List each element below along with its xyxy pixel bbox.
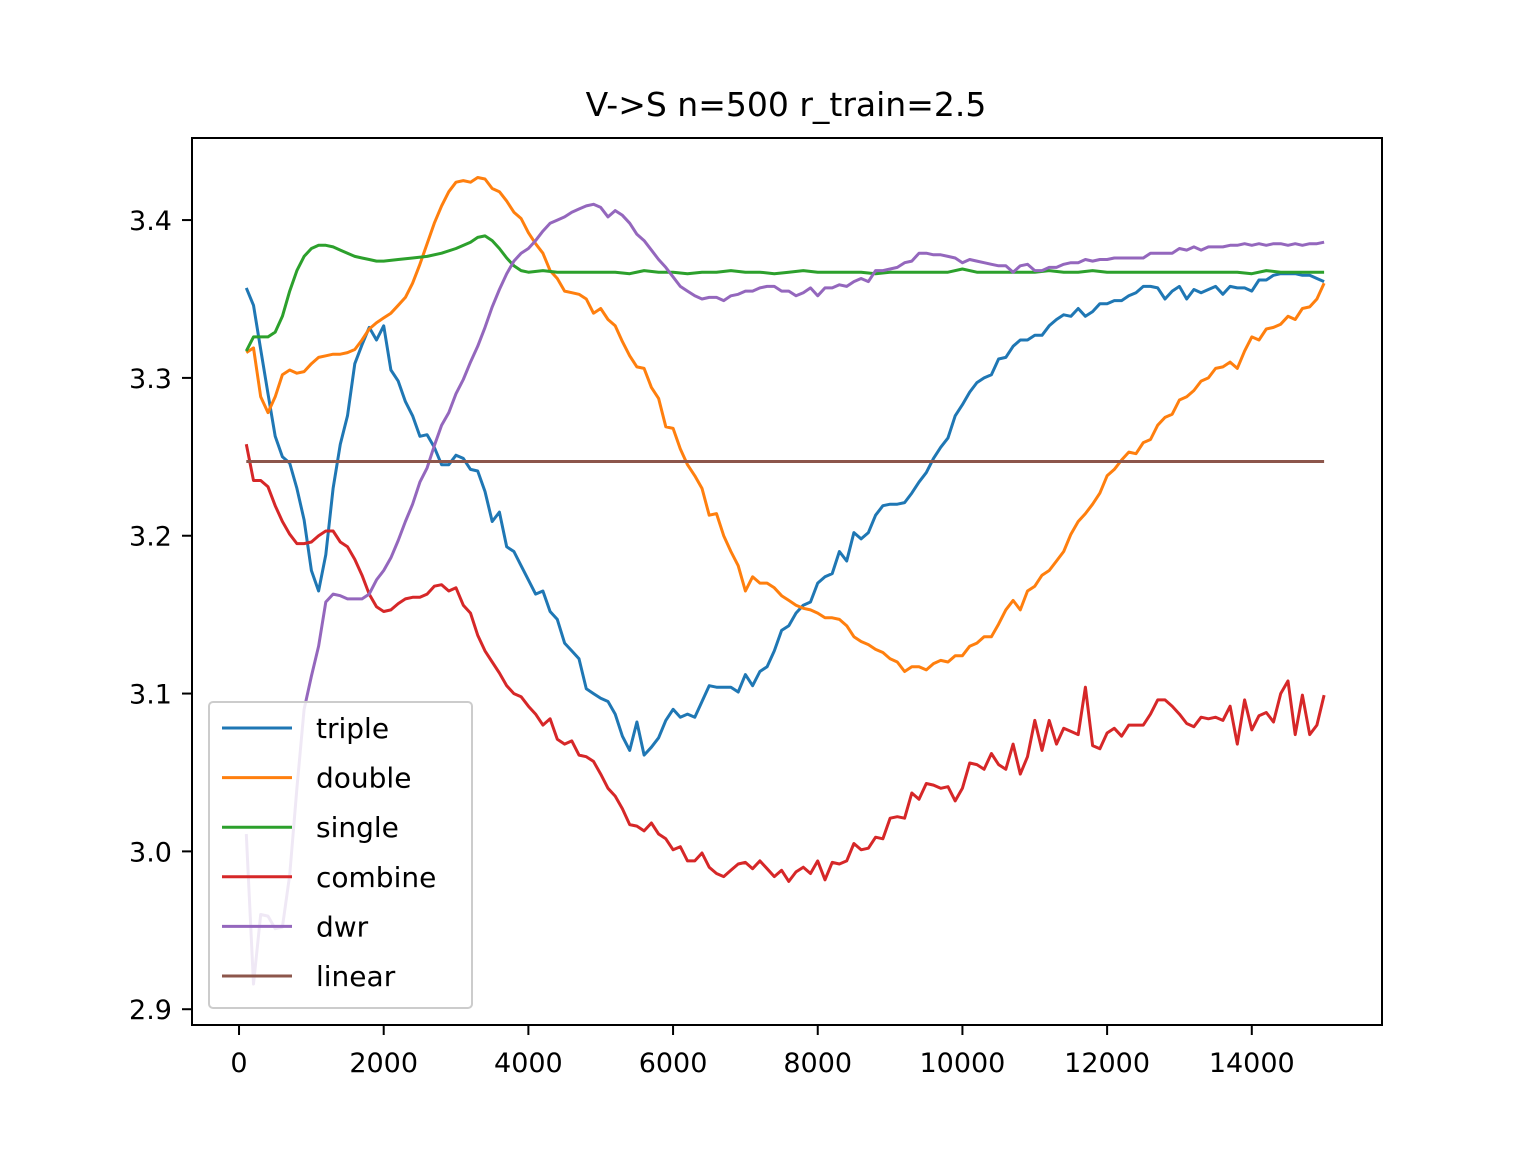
x-tick-label: 12000 xyxy=(1064,1048,1150,1079)
legend-label-dwr: dwr xyxy=(316,910,369,943)
chart-title: V->S n=500 r_train=2.5 xyxy=(586,85,987,124)
x-tick-label: 4000 xyxy=(494,1048,563,1079)
legend: triple double single combine dwr linear xyxy=(208,701,473,1009)
x-tick-label: 2000 xyxy=(349,1048,418,1079)
series-line-dwr xyxy=(244,202,1325,986)
x-tick-label: 14000 xyxy=(1209,1048,1295,1079)
axes-frame xyxy=(191,137,1383,1026)
y-axis: 2.9 3.0 3.1 3.2 3.3 3.4 xyxy=(129,206,192,1026)
series-line-combine xyxy=(244,443,1326,883)
x-axis: 0 2000 4000 6000 8000 10000 12000 14000 xyxy=(230,1025,1295,1079)
y-tick-label: 3.3 xyxy=(129,364,172,395)
series-line-single xyxy=(244,234,1325,352)
y-tick-label: 3.2 xyxy=(129,522,172,553)
y-tick-label: 3.4 xyxy=(129,206,172,237)
legend-label-single: single xyxy=(316,811,399,844)
x-tick-label: 8000 xyxy=(783,1048,852,1079)
x-tick-label: 10000 xyxy=(919,1048,1005,1079)
x-tick-label: 6000 xyxy=(639,1048,708,1079)
legend-items: triple double single combine dwr linear xyxy=(222,712,436,993)
plot-area xyxy=(244,176,1326,986)
y-tick-label: 3.0 xyxy=(129,837,172,868)
series-line-triple xyxy=(244,272,1325,757)
y-tick-label: 3.1 xyxy=(129,680,172,711)
x-tick-label: 0 xyxy=(230,1048,247,1079)
legend-label-combine: combine xyxy=(316,861,436,894)
legend-label-double: double xyxy=(316,762,411,795)
series-line-double xyxy=(245,176,1326,673)
legend-label-triple: triple xyxy=(316,712,389,745)
y-tick-label: 2.9 xyxy=(129,995,172,1026)
legend-label-linear: linear xyxy=(316,960,396,993)
